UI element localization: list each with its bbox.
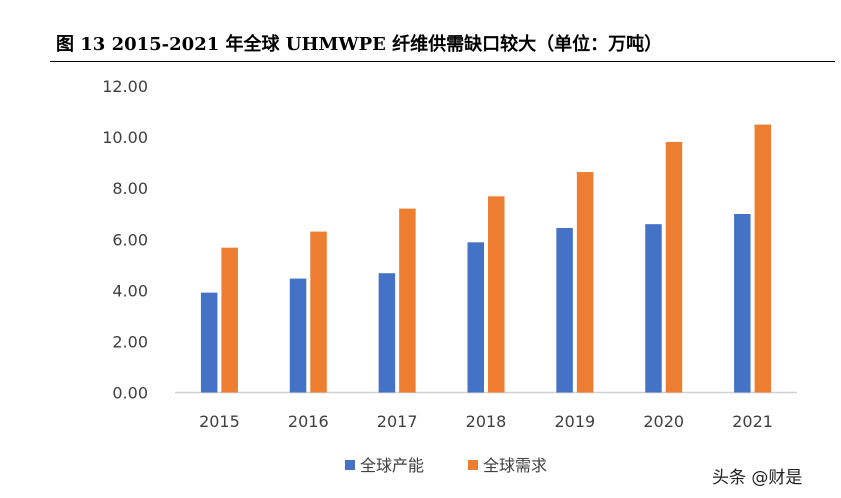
y-tick-label: 8.00 <box>112 179 148 198</box>
bar-capacity-2020 <box>645 224 662 393</box>
x-tick-label: 2018 <box>466 412 507 431</box>
y-tick-label: 4.00 <box>112 281 148 300</box>
x-tick-label: 2021 <box>732 412 773 431</box>
bar-capacity-2017 <box>378 273 396 393</box>
x-tick-label: 2016 <box>288 412 329 431</box>
bar-demand-2016 <box>310 231 327 393</box>
bar-demand-2020 <box>665 141 683 393</box>
y-tick-label: 12.00 <box>102 77 148 96</box>
legend-swatch <box>345 460 355 470</box>
bar-capacity-2018 <box>467 242 484 393</box>
x-tick-label: 2019 <box>554 412 595 431</box>
legend-label: 全球需求 <box>483 456 547 475</box>
chart-title: 图 13 2015-2021 年全球 UHMWPE 纤维供需缺口较大（单位：万吨… <box>56 34 663 55</box>
bar-demand-2017 <box>399 208 416 393</box>
bar-demand-2019 <box>576 172 594 393</box>
title-underline <box>50 61 835 62</box>
bar-demand-2021 <box>754 124 772 393</box>
bar-demand-2018 <box>488 196 505 393</box>
legend-label: 全球产能 <box>360 456 424 475</box>
bar-demand-2015 <box>221 247 238 393</box>
bar-capacity-2015 <box>200 292 218 393</box>
y-tick-label: 0.00 <box>112 384 148 403</box>
y-tick-label: 2.00 <box>112 332 148 351</box>
x-tick-label: 2020 <box>643 412 684 431</box>
x-tick-label: 2015 <box>199 412 240 431</box>
y-tick-label: 6.00 <box>112 230 148 249</box>
x-tick-label: 2017 <box>377 412 418 431</box>
bar-capacity-2019 <box>556 228 573 393</box>
y-tick-label: 10.00 <box>102 128 148 147</box>
watermark: 头条 @财是 <box>712 468 803 488</box>
bar-capacity-2016 <box>289 278 307 393</box>
legend-swatch <box>468 460 478 470</box>
bar-capacity-2021 <box>734 213 751 393</box>
